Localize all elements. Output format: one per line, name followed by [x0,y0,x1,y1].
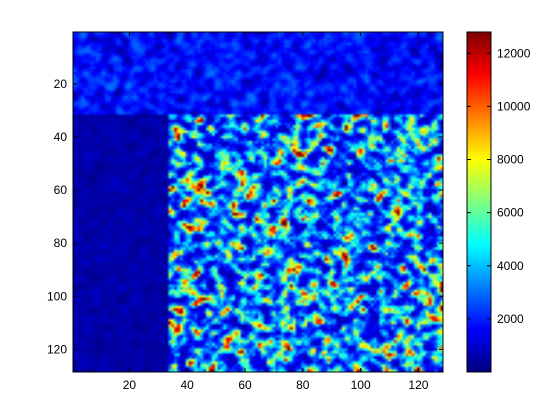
colorbar-tick-label: 2000 [497,312,524,326]
y-tick-label: 80 [54,236,68,250]
colorbar-gradient [467,32,491,372]
x-tick-label: 120 [408,378,428,392]
x-tick-label: 40 [181,378,195,392]
y-tick-label: 120 [47,342,67,356]
x-tick-label: 60 [238,378,252,392]
colorbar-tick-label: 10000 [497,99,531,113]
plot-frame [72,31,444,373]
x-tick-label: 100 [351,378,371,392]
main-axes: 20 40 60 80 100 120 20 40 60 80 100 120 [47,31,444,392]
colorbar-axes: 2000 4000 6000 8000 10000 12000 [466,31,531,373]
colorbar-tick-label: 12000 [497,46,531,60]
heatmap-image [73,32,443,372]
colorbar-tick-label: 4000 [497,259,524,273]
x-tick-label: 20 [123,378,137,392]
colorbar-tick-label: 8000 [497,153,524,167]
x-tick-label: 80 [296,378,310,392]
y-tick-label: 100 [47,289,67,303]
y-tick-label: 20 [54,77,68,91]
y-tick-label: 40 [54,130,68,144]
colorbar-frame [466,31,492,373]
y-tick-label: 60 [54,183,68,197]
colorbar-tick-label: 6000 [497,206,524,220]
